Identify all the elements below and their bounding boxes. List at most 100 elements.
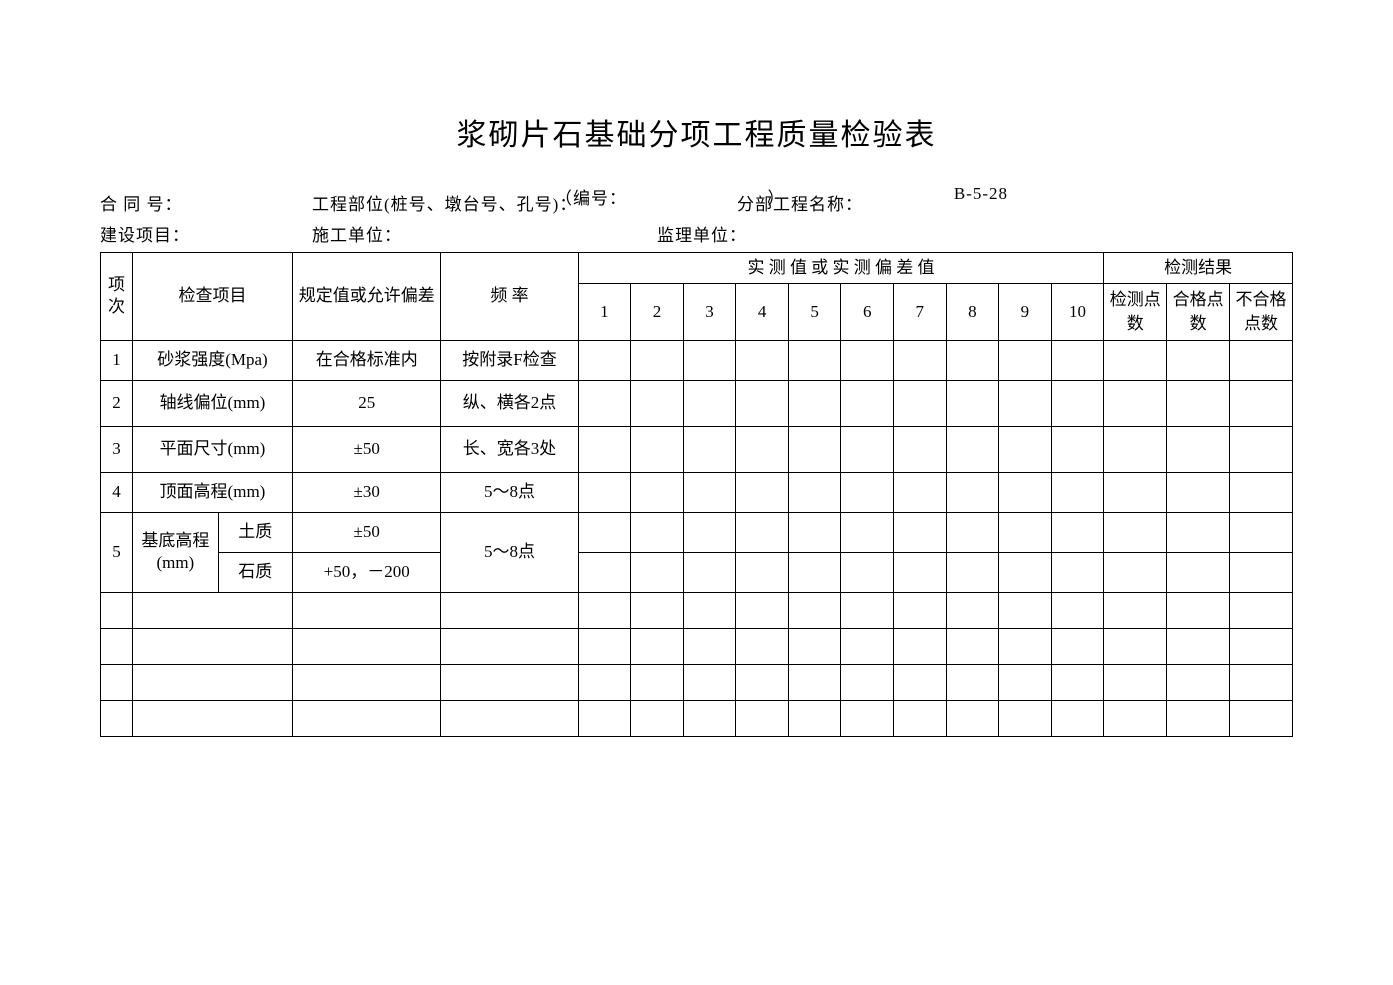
cell-empty <box>1104 700 1167 736</box>
cell-empty <box>292 664 441 700</box>
cell-measure <box>578 340 631 380</box>
cell-measure <box>736 512 789 552</box>
cell-result <box>1230 426 1293 472</box>
cell-empty <box>841 628 894 664</box>
col-detect-count: 检测点数 <box>1104 284 1167 341</box>
cell-result <box>1104 426 1167 472</box>
cell-empty <box>631 664 684 700</box>
cell-measure <box>999 380 1052 426</box>
cell-empty <box>631 628 684 664</box>
cell-result <box>1167 380 1230 426</box>
cell-measure <box>893 380 946 426</box>
cell-item: 基底高程(mm) <box>132 512 218 592</box>
cell-measure <box>578 472 631 512</box>
cell-empty <box>1230 700 1293 736</box>
cell-measure <box>1051 512 1104 552</box>
col-m10: 10 <box>1051 284 1104 341</box>
cell-measure <box>578 380 631 426</box>
cell-empty <box>841 592 894 628</box>
cell-empty <box>788 628 841 664</box>
cell-empty <box>441 592 578 628</box>
cell-empty <box>578 628 631 664</box>
cell-measure <box>788 426 841 472</box>
table-header-row-1: 项次 检查项目 规定值或允许偏差 频 率 实 测 值 或 实 测 偏 差 值 检… <box>101 253 1293 284</box>
cell-measure <box>736 472 789 512</box>
cell-spec: 在合格标准内 <box>292 340 441 380</box>
cell-empty <box>999 628 1052 664</box>
cell-index: 5 <box>101 512 133 592</box>
cell-index: 3 <box>101 426 133 472</box>
cell-measure <box>841 472 894 512</box>
cell-empty <box>946 700 999 736</box>
col-result-group: 检测结果 <box>1104 253 1293 284</box>
cell-subitem: 土质 <box>218 512 292 552</box>
cell-empty <box>631 592 684 628</box>
col-m3: 3 <box>683 284 736 341</box>
cell-result <box>1104 552 1167 592</box>
cell-empty <box>736 592 789 628</box>
cell-empty <box>1167 700 1230 736</box>
cell-spec: +50，－200 <box>292 552 441 592</box>
cell-item: 顶面高程(mm) <box>132 472 292 512</box>
cell-freq: 按附录F检查 <box>441 340 578 380</box>
table-row: 1 砂浆强度(Mpa) 在合格标准内 按附录F检查 <box>101 340 1293 380</box>
cell-measure <box>736 552 789 592</box>
col-inspection-item: 检查项目 <box>132 253 292 341</box>
col-m7: 7 <box>893 284 946 341</box>
cell-empty <box>893 664 946 700</box>
cell-empty <box>631 700 684 736</box>
cell-measure <box>683 380 736 426</box>
cell-empty <box>683 664 736 700</box>
cell-measure <box>631 426 684 472</box>
col-m8: 8 <box>946 284 999 341</box>
cell-empty <box>999 700 1052 736</box>
col-index: 项次 <box>101 253 133 341</box>
cell-spec: ±50 <box>292 512 441 552</box>
cell-measure <box>788 380 841 426</box>
cell-empty <box>1051 628 1104 664</box>
cell-empty <box>736 664 789 700</box>
cell-empty <box>736 628 789 664</box>
cell-measure <box>788 472 841 512</box>
cell-measure <box>631 512 684 552</box>
cell-measure <box>683 472 736 512</box>
cell-empty <box>999 592 1052 628</box>
cell-empty <box>1051 700 1104 736</box>
cell-measure <box>999 472 1052 512</box>
cell-result <box>1230 552 1293 592</box>
cell-result <box>1167 340 1230 380</box>
cell-measure <box>631 552 684 592</box>
cell-measure <box>631 472 684 512</box>
cell-empty <box>578 592 631 628</box>
construction-unit-label: 施工单位： <box>312 221 657 246</box>
cell-measure <box>893 552 946 592</box>
inspection-table: 项次 检查项目 规定值或允许偏差 频 率 实 测 值 或 实 测 偏 差 值 检… <box>100 252 1293 737</box>
col-measured-group: 实 测 值 或 实 测 偏 差 值 <box>578 253 1104 284</box>
serial-open: （编号： <box>555 189 627 208</box>
cell-empty <box>893 592 946 628</box>
cell-result <box>1167 552 1230 592</box>
serial-close: ） <box>768 189 786 208</box>
cell-item: 平面尺寸(mm) <box>132 426 292 472</box>
cell-index: 4 <box>101 472 133 512</box>
col-fail-count: 不合格点数 <box>1230 284 1293 341</box>
header-row-3: 建设项目： 施工单位： 监理单位： <box>100 221 1293 246</box>
cell-result <box>1167 512 1230 552</box>
cell-empty <box>132 628 292 664</box>
cell-measure <box>788 552 841 592</box>
cell-measure <box>788 512 841 552</box>
cell-empty <box>788 664 841 700</box>
cell-measure <box>999 512 1052 552</box>
table-row-empty <box>101 664 1293 700</box>
table-row: 3 平面尺寸(mm) ±50 长、宽各3处 <box>101 426 1293 472</box>
cell-empty <box>893 628 946 664</box>
cell-measure <box>736 426 789 472</box>
table-row: 4 顶面高程(mm) ±30 5～8点 <box>101 472 1293 512</box>
cell-empty <box>101 700 133 736</box>
cell-empty <box>1167 628 1230 664</box>
cell-measure <box>893 472 946 512</box>
cell-empty <box>441 664 578 700</box>
cell-result <box>1167 426 1230 472</box>
cell-empty <box>1051 664 1104 700</box>
cell-empty <box>292 700 441 736</box>
